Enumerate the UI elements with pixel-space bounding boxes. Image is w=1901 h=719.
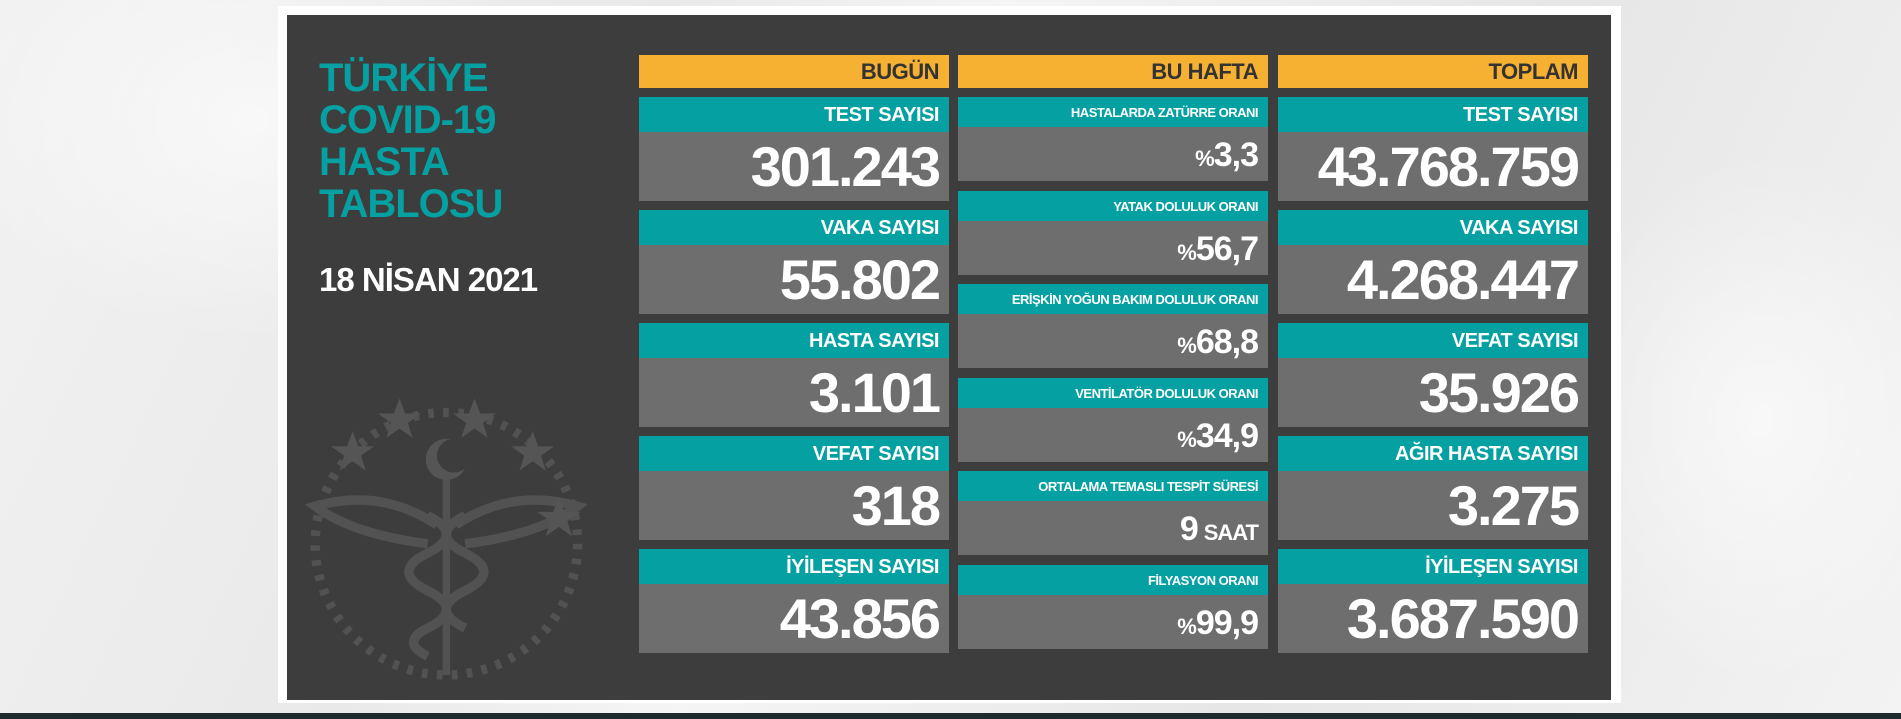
stat-number: 99,9: [1195, 604, 1259, 642]
stat-number: 3.275: [1447, 474, 1580, 537]
percent-sign: %: [1177, 426, 1197, 452]
stat-label: ORTALAMA TEMASLI TESPİT SÜRESİ: [958, 471, 1268, 502]
stat-card: TEST SAYISI 43.768.759: [1278, 97, 1588, 201]
stat-number: 43.768.759: [1317, 135, 1580, 198]
stat-card: YATAK DOLULUK ORANI %56,7: [958, 190, 1268, 275]
stat-number: 3,3: [1213, 136, 1259, 174]
stat-value: 318: [639, 471, 949, 540]
stat-card: FİLYASYON ORANI %99,9: [958, 565, 1268, 649]
stat-card: VEFAT SAYISI 318: [639, 436, 949, 540]
stat-label: ERİŞKİN YOĞUN BAKIM DOLULUK ORANI: [958, 284, 1268, 315]
stat-number: 68,8: [1195, 323, 1259, 362]
stat-card: ERİŞKİN YOĞUN BAKIM DOLULUK ORANI %68,8: [958, 284, 1268, 369]
stat-value: %68,8: [958, 314, 1268, 369]
stat-number: 318: [851, 474, 941, 537]
stat-card: AĞIR HASTA SAYISI 3.275: [1278, 436, 1588, 540]
stat-card: VENTİLATÖR DOLULUK ORANI %34,9: [958, 377, 1268, 462]
percent-sign: %: [1177, 239, 1197, 265]
stat-value: 43.768.759: [1278, 132, 1588, 201]
stat-card: HASTALARDA ZATÜRRE ORANI %3,3: [958, 97, 1268, 181]
stat-label: İYİLEŞEN SAYISI: [639, 549, 949, 584]
stat-label: VAKA SAYISI: [639, 210, 949, 245]
stat-unit: SAAT: [1203, 520, 1259, 546]
health-ministry-emblem-icon: [304, 398, 587, 680]
stat-card: VAKA SAYISI 4.268.447: [1278, 210, 1588, 314]
stat-label: HASTALARDA ZATÜRRE ORANI: [958, 97, 1268, 127]
title-line: TÜRKİYE: [319, 56, 489, 100]
stat-card: İYİLEŞEN SAYISI 3.687.590: [1278, 549, 1588, 653]
covid-table-panel: TÜRKİYE COVID-19 HASTA TABLOSU 18 NİSAN …: [287, 15, 1611, 700]
stat-label: HASTA SAYISI: [639, 323, 949, 358]
stat-label: VENTİLATÖR DOLULUK ORANI: [958, 377, 1268, 408]
stat-value: 3.687.590: [1278, 584, 1588, 653]
title-line: COVID-19: [319, 98, 497, 142]
column-week: BU HAFTA HASTALARDA ZATÜRRE ORANI %3,3 YATA…: [958, 55, 1268, 649]
stat-value: 301.243: [639, 132, 949, 201]
stat-label: AĞIR HASTA SAYISI: [1278, 436, 1588, 471]
stat-number: 43.856: [779, 587, 941, 650]
stat-value: %99,9: [958, 595, 1268, 649]
column-header: TOPLAM: [1278, 55, 1588, 88]
stat-value: 3.101: [639, 358, 949, 427]
stat-card: İYİLEŞEN SAYISI 43.856: [639, 549, 949, 653]
stat-number: 55.802: [779, 248, 941, 311]
stat-value: 9 SAAT: [958, 501, 1268, 556]
stat-label: VEFAT SAYISI: [639, 436, 949, 471]
stat-card: VEFAT SAYISI 35.926: [1278, 323, 1588, 427]
stat-label: VEFAT SAYISI: [1278, 323, 1588, 358]
stat-number: 301.243: [750, 135, 941, 198]
bottom-bar: [0, 713, 1901, 719]
stat-number: 9: [1179, 510, 1199, 549]
stat-label: İYİLEŞEN SAYISI: [1278, 549, 1588, 584]
stat-value: 3.275: [1278, 471, 1588, 540]
stat-number: 4.268.447: [1346, 248, 1580, 311]
dashboard-frame: TÜRKİYE COVID-19 HASTA TABLOSU 18 NİSAN …: [278, 6, 1621, 703]
stat-value: 35.926: [1278, 358, 1588, 427]
stat-card: HASTA SAYISI 3.101: [639, 323, 949, 427]
stat-card: TEST SAYISI 301.243: [639, 97, 949, 201]
percent-sign: %: [1195, 146, 1215, 171]
percent-sign: %: [1177, 333, 1197, 359]
stat-number: 34,9: [1195, 416, 1259, 455]
stat-card: VAKA SAYISI 55.802: [639, 210, 949, 314]
stat-number: 3.101: [808, 361, 941, 424]
page-title: TÜRKİYE COVID-19 HASTA TABLOSU: [319, 56, 503, 226]
percent-sign: %: [1177, 614, 1197, 639]
stat-number: 56,7: [1195, 229, 1259, 268]
stat-card: ORTALAMA TEMASLI TESPİT SÜRESİ 9 SAAT: [958, 471, 1268, 556]
column-header: BU HAFTA: [958, 55, 1268, 88]
stat-value: 43.856: [639, 584, 949, 653]
report-date: 18 NİSAN 2021: [319, 261, 538, 298]
stat-number: 3.687.590: [1346, 587, 1580, 650]
stat-label: TEST SAYISI: [1278, 97, 1588, 132]
column-total: TOPLAM TEST SAYISI 43.768.759 VAKA SAYISI 4.…: [1278, 55, 1588, 653]
stat-number: 35.926: [1418, 361, 1580, 424]
stat-label: TEST SAYISI: [639, 97, 949, 132]
stat-label: VAKA SAYISI: [1278, 210, 1588, 245]
stat-value: 55.802: [639, 245, 949, 314]
stat-value: %34,9: [958, 407, 1268, 462]
stat-label: YATAK DOLULUK ORANI: [958, 190, 1268, 221]
stat-label: FİLYASYON ORANI: [958, 565, 1268, 595]
column-header: BUGÜN: [639, 55, 949, 88]
stat-value: %3,3: [958, 127, 1268, 181]
title-line: TABLOSU: [319, 182, 503, 226]
stat-value: %56,7: [958, 220, 1268, 275]
column-today: BUGÜN TEST SAYISI 301.243 VAKA SAYISI 55.802…: [639, 55, 949, 653]
stat-value: 4.268.447: [1278, 245, 1588, 314]
title-line: HASTA: [319, 140, 450, 184]
